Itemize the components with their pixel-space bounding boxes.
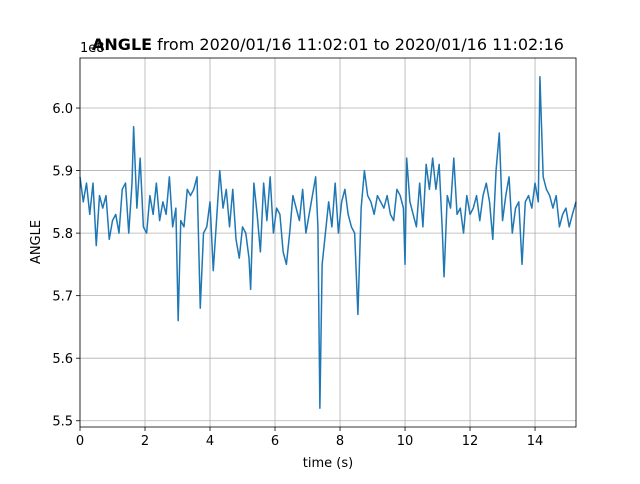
y-tick-label: 5.9 <box>52 165 73 180</box>
y-tick-label: 6.0 <box>52 102 73 117</box>
x-tick-label: 10 <box>397 434 414 449</box>
title-bold: ANGLE <box>92 35 152 54</box>
x-tick-label: 12 <box>462 434 479 449</box>
axes-frame <box>79 57 577 428</box>
x-tick-label: 0 <box>76 434 84 449</box>
x-tick-label: 8 <box>336 434 344 449</box>
title-rest: from 2020/01/16 11:02:01 to 2020/01/16 1… <box>157 35 564 54</box>
offset-text: 1e8 <box>80 41 105 56</box>
x-tick-label: 14 <box>527 434 544 449</box>
x-tick-label: 6 <box>271 434 279 449</box>
data-line <box>79 76 577 409</box>
y-tick-label: 5.8 <box>52 227 73 242</box>
x-tick-label: 2 <box>141 434 149 449</box>
y-tick-label: 5.7 <box>52 290 73 305</box>
y-axis-label: ANGLE <box>29 220 44 264</box>
y-tick-label: 5.6 <box>52 352 73 367</box>
x-tick-label: 4 <box>206 434 214 449</box>
y-tick-label: 5.5 <box>52 415 73 430</box>
chart-title: ANGLE from 2020/01/16 11:02:01 to 2020/01… <box>92 35 564 54</box>
x-axis-label: time (s) <box>303 456 353 471</box>
